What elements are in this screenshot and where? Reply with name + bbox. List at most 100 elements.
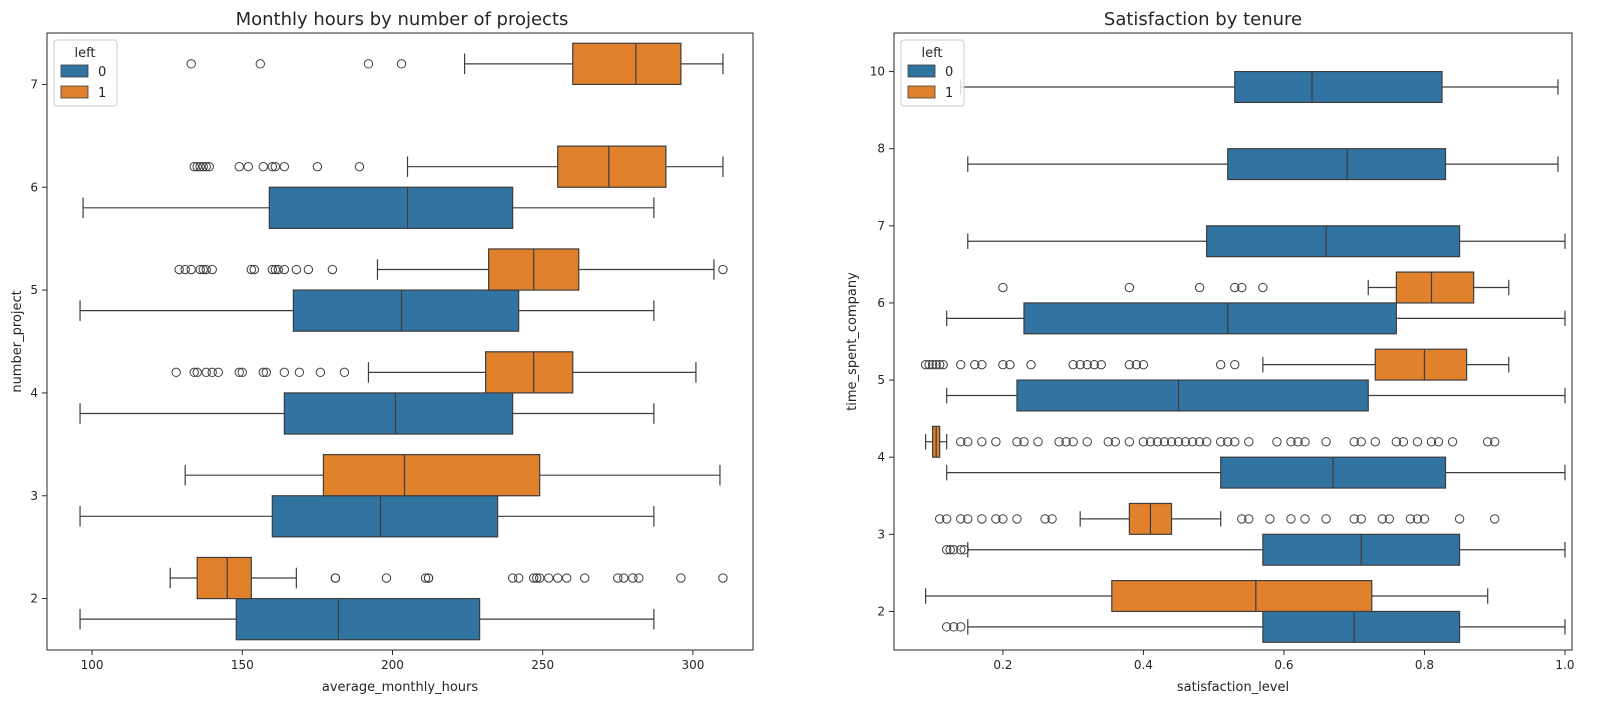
y-tick-label: 6 <box>30 180 38 194</box>
y-tick-label: 8 <box>877 142 885 156</box>
outlier-point <box>234 161 244 172</box>
outlier-point <box>920 359 931 370</box>
y-tick-label: 5 <box>877 373 885 387</box>
outlier-point <box>339 367 350 378</box>
y-tick-label: 2 <box>30 592 38 606</box>
outlier-point <box>949 622 959 632</box>
legend-swatch-0 <box>60 64 89 78</box>
box-left-1-5 <box>174 248 728 291</box>
outlier-point <box>354 161 365 172</box>
outlier-point <box>956 545 966 555</box>
outlier-point <box>201 367 211 378</box>
y-tick-label: 4 <box>877 450 885 464</box>
box-left-0-3 <box>79 495 655 538</box>
outlier-point <box>963 514 973 524</box>
iqr-box <box>1111 579 1373 613</box>
legend-label-1: 1 <box>98 86 106 101</box>
iqr-box <box>1023 302 1397 335</box>
outlier-point <box>186 59 196 69</box>
outlier-point <box>1490 514 1500 524</box>
outlier-point <box>198 161 208 172</box>
iqr-box <box>268 186 514 229</box>
iqr-box <box>292 289 520 332</box>
chart-title: Satisfaction by tenure <box>1104 9 1302 30</box>
legend-title: left <box>921 46 942 61</box>
legend-label-0: 0 <box>945 65 953 80</box>
outlier-point <box>1138 437 1149 447</box>
x-tick-label: 150 <box>231 658 254 672</box>
outlier-point <box>207 367 217 378</box>
outlier-point <box>1124 437 1135 447</box>
series-left-0 <box>79 186 655 641</box>
outlier-point <box>279 161 290 172</box>
outlier-point <box>1433 437 1444 447</box>
outlier-point <box>941 545 952 555</box>
outlier-point <box>237 367 247 378</box>
outlier-point <box>1426 437 1437 447</box>
outlier-point <box>1152 437 1163 447</box>
outlier-point <box>1194 437 1205 447</box>
plot-area <box>920 70 1566 643</box>
iqr-box <box>1227 148 1447 181</box>
outlier-point <box>246 264 256 275</box>
iqr-box <box>322 454 541 497</box>
outlier-point <box>528 573 539 583</box>
x-tick-label: 1.0 <box>1555 658 1574 672</box>
legend-swatch-1 <box>907 85 936 99</box>
outlier-point <box>261 367 272 378</box>
outlier-point <box>1412 514 1423 524</box>
series-left-0 <box>941 70 1566 643</box>
outlier-point <box>1230 437 1240 447</box>
outlier-point <box>1490 437 1500 447</box>
outlier-point <box>970 359 980 370</box>
outlier-point <box>1145 437 1156 447</box>
x-tick-label: 0.4 <box>1134 658 1153 672</box>
y-tick-label: 2 <box>877 604 885 618</box>
outlier-point <box>949 545 959 555</box>
outlier-point <box>718 573 728 583</box>
iqr-box <box>1016 379 1369 412</box>
box-left-0-5 <box>946 379 1566 412</box>
outlier-point <box>1110 437 1121 447</box>
outlier-point <box>1300 437 1310 447</box>
outlier-point <box>258 367 269 378</box>
outlier-point <box>255 59 266 69</box>
outlier-point <box>534 573 545 583</box>
iqr-box <box>485 351 574 394</box>
outlier-point <box>956 622 966 632</box>
outlier-point <box>553 573 563 583</box>
outlier-point <box>192 161 202 172</box>
outlier-point <box>1244 514 1254 524</box>
outlier-point <box>998 514 1008 524</box>
outlier-point <box>1419 514 1430 524</box>
y-tick-label: 10 <box>870 65 885 79</box>
outlier-point <box>213 367 223 378</box>
outlier-point <box>1230 359 1240 370</box>
outlier-point <box>270 161 281 172</box>
x-tick-label: 100 <box>81 658 104 672</box>
outlier-point <box>507 573 518 583</box>
box-left-0-6 <box>82 186 655 229</box>
box-left-0-7 <box>967 225 1566 258</box>
outlier-point <box>249 264 259 275</box>
outlier-point <box>945 545 955 555</box>
y-axis-label: time_spent_company <box>845 272 860 411</box>
x-axis-ticks: 100 150 200 250 300 <box>81 650 704 672</box>
x-tick-label: 200 <box>381 658 404 672</box>
outlier-point <box>1384 514 1395 524</box>
outlier-point <box>991 514 1001 524</box>
outlier-point <box>1089 359 1099 370</box>
outlier-point <box>956 437 966 447</box>
outlier-point <box>934 359 945 370</box>
outlier-point <box>1286 514 1296 524</box>
outlier-point <box>1370 437 1380 447</box>
axes-frame <box>46 32 754 651</box>
outlier-point <box>1187 437 1198 447</box>
outlier-point <box>941 622 952 632</box>
y-axis-label: number_project <box>10 290 25 392</box>
y-axis-ticks: 2 3 4 5 6 7 8 10 <box>870 65 894 618</box>
outlier-point <box>1103 437 1113 447</box>
outlier-point <box>1082 359 1092 370</box>
satisfaction-panel: Satisfaction by tenure 0.2 0.4 0.6 0.8 1.0 2… <box>845 9 1575 695</box>
outlier-point <box>174 264 184 275</box>
